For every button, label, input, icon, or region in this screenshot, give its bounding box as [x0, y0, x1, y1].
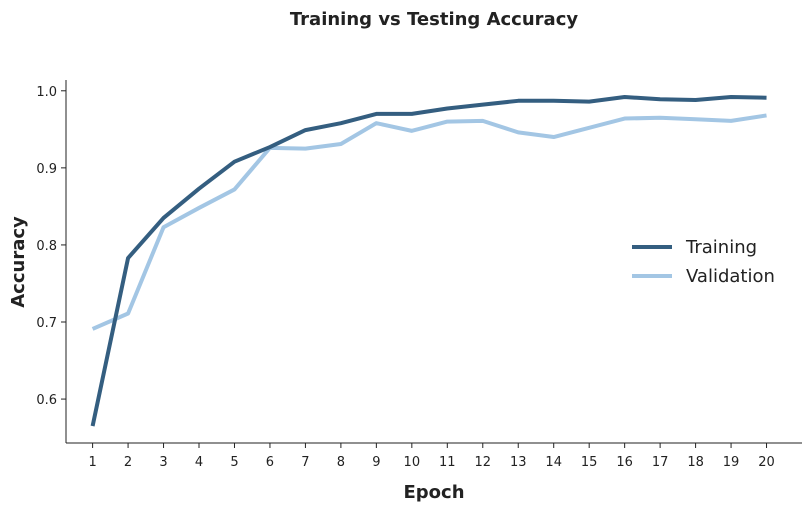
- x-tick-label: 19: [723, 455, 740, 470]
- y-ticks: 0.6 0.7 0.8 0.9 1.0: [36, 85, 66, 408]
- x-tick-label: 2: [124, 455, 132, 470]
- x-tick-label: 13: [510, 455, 527, 470]
- y-tick-label: 1.0: [36, 85, 57, 100]
- x-tick-label: 16: [616, 455, 633, 470]
- y-tick-label: 0.6: [36, 393, 57, 408]
- x-tick-label: 10: [404, 455, 421, 470]
- x-tick-label: 1: [88, 455, 96, 470]
- x-tick-label: 11: [439, 455, 456, 470]
- x-tick-label: 9: [372, 455, 380, 470]
- chart-title: Training vs Testing Accuracy: [290, 9, 578, 30]
- x-tick-label: 17: [652, 455, 669, 470]
- x-tick-label: 8: [337, 455, 345, 470]
- x-tick-label: 6: [266, 455, 274, 470]
- x-tick-label: 14: [545, 455, 562, 470]
- legend-label-training: Training: [685, 237, 757, 258]
- axes: [65, 80, 802, 444]
- x-tick-label: 3: [159, 455, 167, 470]
- training-line: [90, 94, 767, 427]
- series-lines: [90, 94, 767, 427]
- x-tick-label: 4: [195, 455, 203, 470]
- legend: Training Validation: [632, 237, 775, 287]
- y-tick-label: 0.7: [36, 316, 57, 331]
- x-tick-label: 18: [687, 455, 704, 470]
- x-tick-label: 7: [301, 455, 309, 470]
- x-tick-label: 12: [474, 455, 491, 470]
- legend-label-validation: Validation: [686, 266, 775, 287]
- x-tick-label: 15: [581, 455, 598, 470]
- x-tick-label: 5: [230, 455, 238, 470]
- y-tick-label: 0.9: [36, 162, 57, 177]
- x-ticks: 1 2 3 4 5 6 7 8 9 10 11 12 13 14 15 16 17 18 19 20: [88, 443, 775, 470]
- y-axis-label: Accuracy: [8, 216, 29, 308]
- x-tick-label: 20: [758, 455, 775, 470]
- y-tick-label: 0.8: [36, 239, 57, 254]
- validation-line: [91, 113, 767, 331]
- x-axis-label: Epoch: [403, 482, 464, 503]
